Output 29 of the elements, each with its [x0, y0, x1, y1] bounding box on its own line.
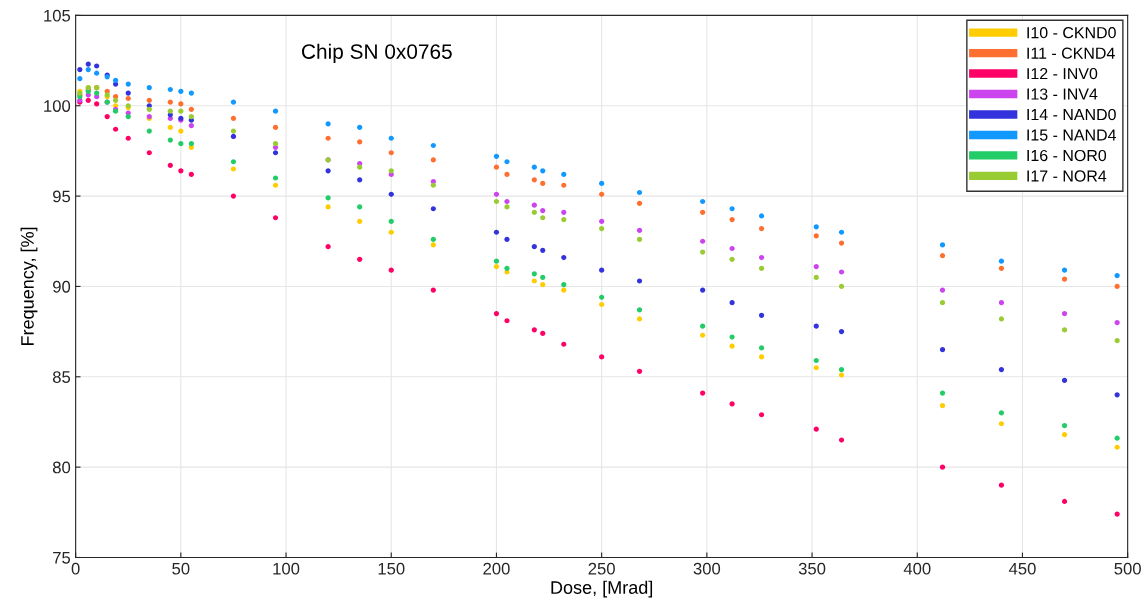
text: Chip SN 0x0765 — [302, 43, 452, 64]
y-tick-label: 95 — [53, 190, 71, 203]
x-tick-label: 450 — [1008, 562, 1036, 575]
legend-label: I10 - CKND0 — [1027, 27, 1116, 39]
legend-label: I16 - NOR0 — [1027, 149, 1107, 162]
legend-label: I17 - NOR4 — [1027, 170, 1107, 182]
y-tick-label: 85 — [52, 371, 71, 383]
x-tick-label: 250 — [588, 562, 615, 575]
legend-label: I12 - INV0 — [1027, 67, 1098, 80]
x-tick-label: 500 — [1114, 562, 1141, 575]
x-tick-label: 200 — [483, 562, 510, 575]
x-tick-label: 0 — [71, 562, 80, 575]
y-tick-label: 105 — [44, 9, 71, 22]
x-axis-title: Dose, [Mrad] — [551, 580, 653, 598]
y-tick-label: 100 — [44, 100, 71, 112]
y-tick-label: 75 — [53, 552, 71, 564]
legend-label: I14 - NAND0 — [1027, 108, 1116, 121]
x-tick-label: 50 — [172, 562, 190, 575]
legend-label: I13 - INV4 — [1027, 88, 1098, 100]
legend-label: I15 - NAND4 — [1027, 129, 1117, 141]
y-tick-label: 80 — [52, 461, 71, 474]
y-tick-label: 90 — [53, 280, 71, 293]
legend-label: I11 - CKND4 — [1027, 47, 1115, 59]
y-axis-title: Frequency, [%] — [20, 227, 38, 345]
x-tick-label: 150 — [378, 562, 405, 575]
x-tick-label: 300 — [693, 562, 721, 575]
x-tick-label: 350 — [798, 562, 826, 575]
x-tick-label: 400 — [903, 562, 931, 575]
x-tick-label: 100 — [273, 562, 300, 575]
